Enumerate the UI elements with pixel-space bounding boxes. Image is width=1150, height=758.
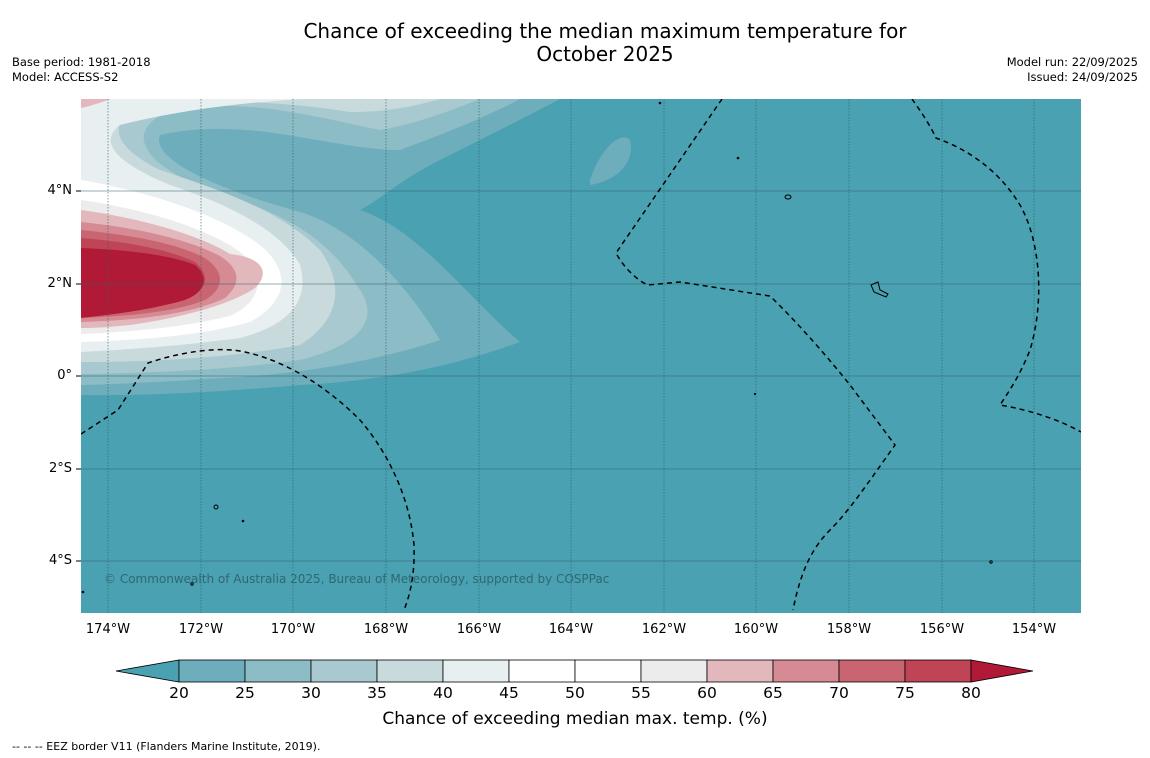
lon-label: 172°W [178, 622, 224, 637]
lon-label: 162°W [641, 622, 687, 637]
colorbar-extend-low [115, 659, 180, 683]
map-area [81, 99, 1081, 613]
contour-band-max [81, 248, 204, 318]
lon-label: 168°W [363, 622, 409, 637]
colorbar [115, 659, 1034, 683]
colorbar-segment [706, 659, 774, 683]
title-line-2: October 2025 [536, 42, 674, 66]
lat-label: 2°N [47, 276, 73, 291]
lon-label: 154°W [1011, 622, 1057, 637]
colorbar-tick: 70 [829, 684, 849, 702]
colorbar-segment [508, 659, 576, 683]
lon-label: 156°W [919, 622, 965, 637]
lon-label: 166°W [456, 622, 502, 637]
eez-borders [81, 99, 1081, 611]
base-period: Base period: 1981-2018 [12, 55, 151, 69]
colorbar-tick: 55 [631, 684, 651, 702]
colorbar-tick: 65 [763, 684, 783, 702]
lat-label: 4°N [47, 183, 73, 198]
axis-ticks [76, 190, 81, 562]
title-line-1: Chance of exceeding the median maximum t… [303, 19, 907, 43]
lon-label: 158°W [826, 622, 872, 637]
colorbar-segment [838, 659, 906, 683]
colorbar-tick: 60 [697, 684, 717, 702]
colorbar-segment [772, 659, 840, 683]
contour-band-65-corner [81, 99, 110, 108]
colorbar-segment [310, 659, 378, 683]
colorbar-tick: 80 [961, 684, 981, 702]
islands [81, 101, 993, 594]
lat-label: 4°S [48, 553, 72, 568]
lat-label: 0° [57, 368, 72, 383]
colorbar-segment [244, 659, 312, 683]
colorbar-segment [442, 659, 510, 683]
colorbar-tick: 25 [235, 684, 255, 702]
lon-label: 170°W [270, 622, 316, 637]
colorbar-tick: 30 [301, 684, 321, 702]
map-title: Chance of exceeding the median maximum t… [230, 20, 980, 66]
contour-band-25-east [590, 137, 631, 185]
lon-label: 174°W [85, 622, 131, 637]
colorbar-tick: 50 [565, 684, 585, 702]
eez-legend-note: -- -- -- EEZ border V11 (Flanders Marine… [12, 740, 321, 753]
copyright-notice: © Commonwealth of Australia 2025, Bureau… [104, 572, 610, 586]
meta-right: Model run: 22/09/2025 Issued: 24/09/2025 [1007, 55, 1138, 85]
colorbar-extend-high [970, 659, 1034, 683]
model-run: Model run: 22/09/2025 [1006, 55, 1138, 69]
lon-label: 164°W [548, 622, 594, 637]
colorbar-segment [574, 659, 642, 683]
lon-label: 160°W [733, 622, 779, 637]
colorbar-tick: 45 [499, 684, 519, 702]
colorbar-tick: 75 [895, 684, 915, 702]
colorbar-label: Chance of exceeding median max. temp. (%… [382, 709, 768, 729]
colorbar-segment [640, 659, 708, 683]
colorbar-segment [376, 659, 444, 683]
colorbar-tick: 40 [433, 684, 453, 702]
colorbar-segment [904, 659, 972, 683]
model-name: Model: ACCESS-S2 [12, 70, 119, 84]
lat-label: 2°S [48, 461, 72, 476]
colorbar-segment [178, 659, 246, 683]
issued-date: Issued: 24/09/2025 [1027, 70, 1138, 84]
colorbar-tick: 35 [367, 684, 387, 702]
meta-left: Base period: 1981-2018 Model: ACCESS-S2 [12, 55, 151, 85]
latitude-lines [81, 190, 1081, 562]
colorbar-tick: 20 [169, 684, 189, 702]
